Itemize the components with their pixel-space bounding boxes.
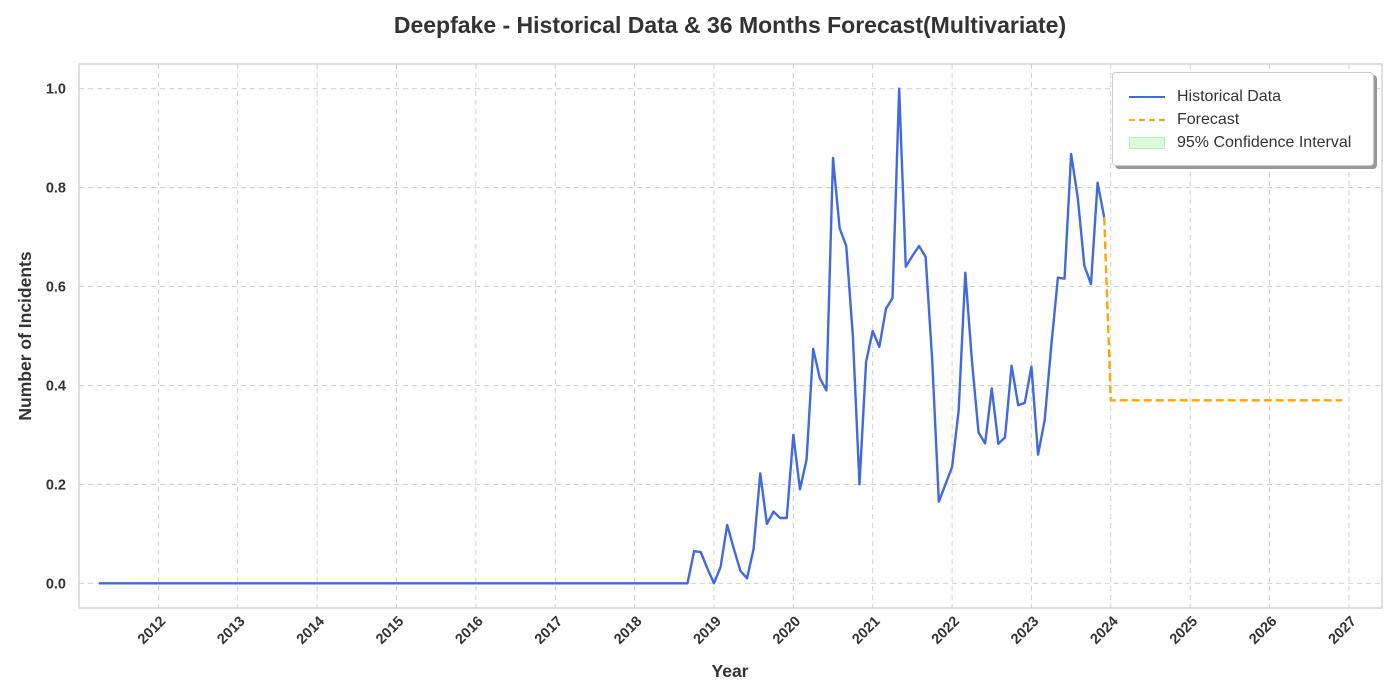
- legend-swatch-forecast: [1129, 113, 1165, 127]
- x-tick-label: 2024: [1088, 614, 1122, 648]
- x-tick-label: 2014: [294, 614, 328, 648]
- x-tick-label: 2023: [1008, 614, 1042, 648]
- y-tick-label: 0.8: [46, 181, 66, 197]
- x-tick-label: 2020: [770, 614, 804, 648]
- y-tick-label: 1.0: [46, 82, 66, 98]
- historical-data-line: [98, 87, 1106, 585]
- y-tick-label: 0.2: [46, 477, 66, 493]
- x-tick-label: 2015: [373, 614, 407, 648]
- x-tick-label: 2025: [1167, 614, 1201, 648]
- y-tick-label: 0.0: [46, 576, 66, 592]
- x-tick-label: 2021: [849, 614, 883, 648]
- legend-item-forecast: Forecast: [1129, 108, 1359, 131]
- x-tick-label: 2026: [1246, 614, 1280, 648]
- x-tick-label: 2012: [135, 614, 169, 648]
- y-axis-title: Number of Incidents: [15, 251, 35, 420]
- x-tick-label: 2022: [929, 614, 963, 648]
- legend: Historical Data Forecast 95% Confidence …: [1112, 72, 1374, 166]
- legend-swatch-historical: [1129, 90, 1165, 104]
- legend-label-confidence: 95% Confidence Interval: [1177, 133, 1352, 151]
- x-tick-label: 2018: [611, 614, 645, 648]
- x-tick-label: 2013: [214, 614, 248, 648]
- series-layer: [98, 87, 1343, 585]
- chart-title: Deepfake - Historical Data & 36 Months F…: [393, 12, 1067, 38]
- legend-label-forecast: Forecast: [1177, 110, 1240, 128]
- legend-item-historical: Historical Data: [1129, 85, 1359, 108]
- y-tick-label: 0.6: [46, 280, 66, 296]
- legend-item-confidence: 95% Confidence Interval: [1129, 131, 1359, 154]
- x-tick-label: 2016: [453, 614, 487, 648]
- x-axis-title: Year: [712, 661, 749, 681]
- x-tick-label: 2027: [1326, 614, 1360, 648]
- legend-swatch-confidence: [1129, 136, 1165, 150]
- forecast-line: [1103, 217, 1343, 402]
- y-tick-label: 0.4: [46, 378, 66, 394]
- legend-label-historical: Historical Data: [1177, 87, 1282, 105]
- x-tick-label: 2017: [532, 614, 566, 648]
- x-tick-label: 2019: [691, 614, 725, 648]
